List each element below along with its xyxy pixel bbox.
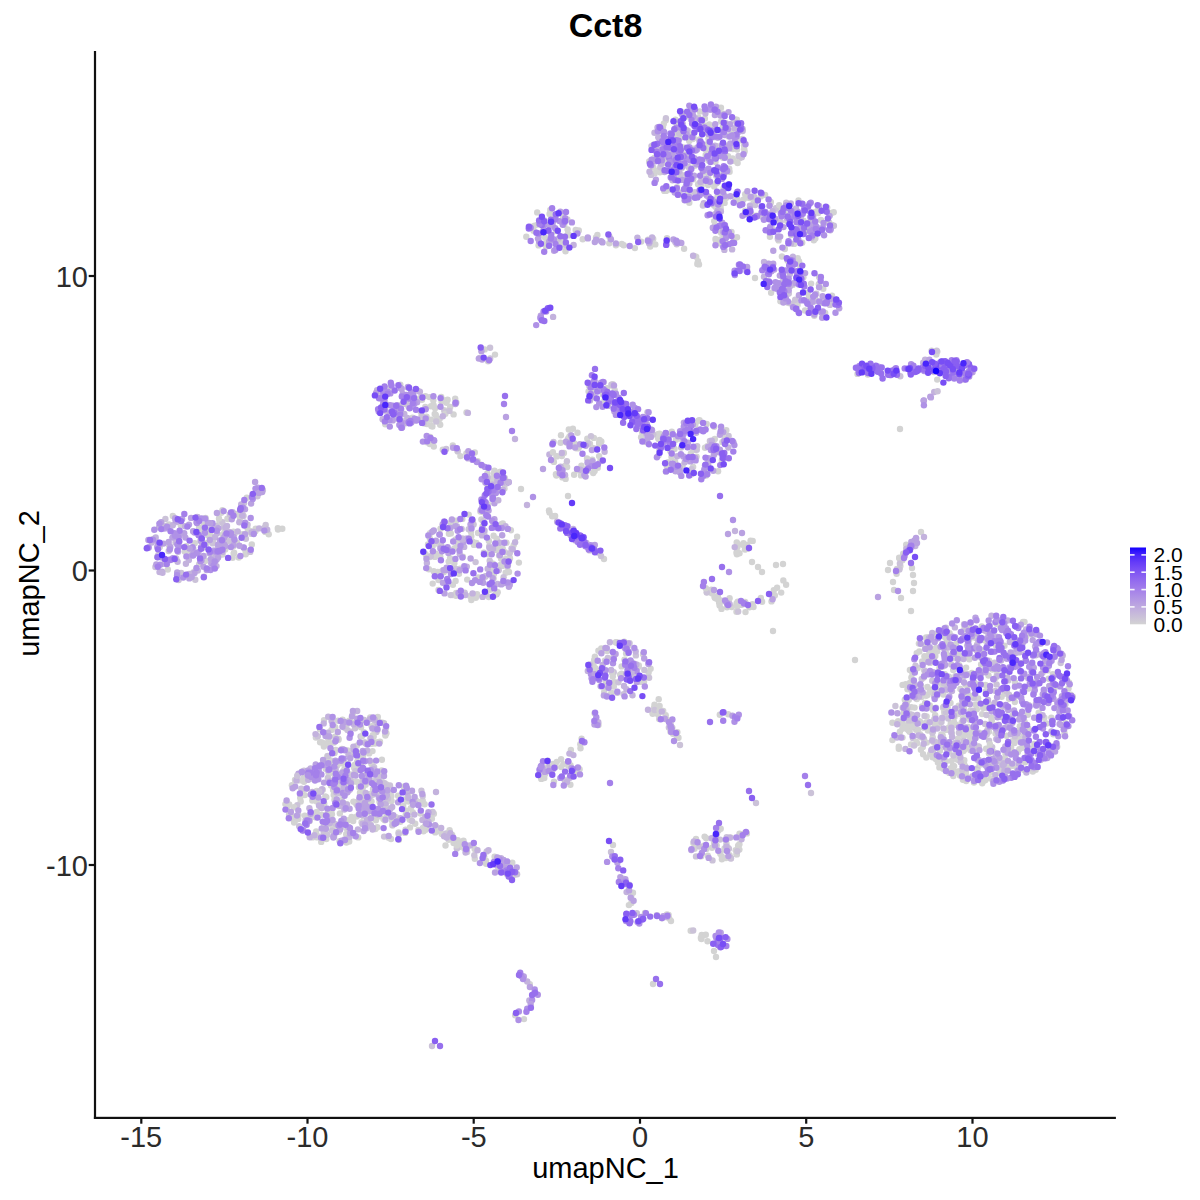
- svg-text:-10: -10: [46, 850, 88, 882]
- svg-text:0.0: 0.0: [1154, 613, 1183, 636]
- svg-text:umapNC_1: umapNC_1: [532, 1152, 679, 1184]
- svg-text:10: 10: [956, 1121, 988, 1153]
- svg-text:umapNC_2: umapNC_2: [13, 510, 45, 657]
- svg-text:0: 0: [632, 1121, 648, 1153]
- svg-text:-5: -5: [461, 1121, 487, 1153]
- svg-text:Cct8: Cct8: [569, 6, 643, 44]
- svg-text:0: 0: [72, 555, 88, 587]
- svg-text:-15: -15: [120, 1121, 162, 1153]
- svg-text:10: 10: [56, 261, 88, 293]
- svg-text:-10: -10: [287, 1121, 329, 1153]
- svg-text:5: 5: [798, 1121, 814, 1153]
